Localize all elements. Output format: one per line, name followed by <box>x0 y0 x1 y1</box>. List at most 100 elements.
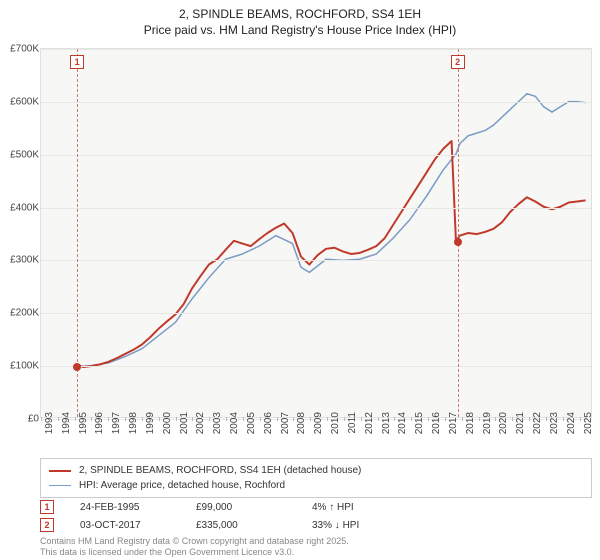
x-tick <box>75 417 76 421</box>
x-axis-label: 2010 <box>330 412 341 434</box>
x-tick <box>159 417 160 421</box>
x-tick <box>394 417 395 421</box>
x-axis-label: 2007 <box>280 412 291 434</box>
x-axis-label: 2015 <box>414 412 425 434</box>
x-axis-label: 2023 <box>549 412 560 434</box>
x-tick <box>243 417 244 421</box>
x-tick <box>260 417 261 421</box>
x-axis-label: 2006 <box>263 412 274 434</box>
y-axis-label: £100K <box>1 361 39 372</box>
annotation-delta: 33% ↓ HPI <box>312 520 402 531</box>
legend-item: HPI: Average price, detached house, Roch… <box>49 478 583 493</box>
x-tick <box>462 417 463 421</box>
x-axis-label: 2025 <box>583 412 594 434</box>
annotation-price: £335,000 <box>196 520 286 531</box>
x-tick <box>580 417 581 421</box>
x-tick <box>479 417 480 421</box>
marker-dashline <box>458 49 459 417</box>
x-tick <box>192 417 193 421</box>
x-tick <box>495 417 496 421</box>
annotation-row: 2 03-OCT-2017 £335,000 33% ↓ HPI <box>40 516 592 534</box>
annotation-delta: 4% ↑ HPI <box>312 502 402 513</box>
chart-lines-svg <box>41 49 591 417</box>
annotation-row: 1 24-FEB-1995 £99,000 4% ↑ HPI <box>40 498 592 516</box>
x-axis-label: 2001 <box>179 412 190 434</box>
footer-attribution: Contains HM Land Registry data © Crown c… <box>40 536 349 558</box>
x-tick <box>108 417 109 421</box>
y-axis-label: £0 <box>1 414 39 425</box>
annotation-marker-icon: 2 <box>40 518 54 532</box>
x-tick <box>529 417 530 421</box>
x-tick <box>91 417 92 421</box>
annotation-price: £99,000 <box>196 502 286 513</box>
gridline <box>41 313 591 314</box>
x-tick <box>277 417 278 421</box>
x-tick <box>209 417 210 421</box>
y-axis-label: £600K <box>1 96 39 107</box>
x-axis-label: 2011 <box>347 412 358 434</box>
x-axis-label: 2018 <box>465 412 476 434</box>
x-tick <box>445 417 446 421</box>
x-axis-label: 2012 <box>364 412 375 434</box>
x-axis-label: 2022 <box>532 412 543 434</box>
x-axis-label: 2008 <box>296 412 307 434</box>
x-axis-label: 2019 <box>482 412 493 434</box>
y-axis-label: £300K <box>1 255 39 266</box>
x-tick <box>58 417 59 421</box>
x-axis-label: 2000 <box>162 412 173 434</box>
legend: 2, SPINDLE BEAMS, ROCHFORD, SS4 1EH (det… <box>40 458 592 498</box>
x-tick <box>361 417 362 421</box>
x-tick <box>176 417 177 421</box>
x-axis-label: 2014 <box>397 412 408 434</box>
x-axis-label: 2021 <box>515 412 526 434</box>
marker-box-icon: 1 <box>70 55 84 69</box>
x-tick <box>546 417 547 421</box>
title-line1: 2, SPINDLE BEAMS, ROCHFORD, SS4 1EH <box>0 6 600 22</box>
x-tick <box>512 417 513 421</box>
gridline <box>41 208 591 209</box>
series-line-hpi <box>77 94 585 367</box>
x-tick <box>378 417 379 421</box>
x-axis-label: 2024 <box>566 412 577 434</box>
footer-line1: Contains HM Land Registry data © Crown c… <box>40 536 349 547</box>
x-axis-label: 1996 <box>94 412 105 434</box>
y-axis-label: £200K <box>1 308 39 319</box>
gridline <box>41 155 591 156</box>
x-axis-label: 2013 <box>381 412 392 434</box>
x-axis-label: 2002 <box>195 412 206 434</box>
legend-label: HPI: Average price, detached house, Roch… <box>79 480 285 491</box>
x-tick <box>563 417 564 421</box>
x-tick <box>310 417 311 421</box>
series-line-price_paid <box>77 141 585 367</box>
x-axis-label: 2016 <box>431 412 442 434</box>
x-axis-label: 2005 <box>246 412 257 434</box>
annotation-date: 24-FEB-1995 <box>80 502 170 513</box>
legend-swatch <box>49 485 71 487</box>
marker-box-icon: 2 <box>451 55 465 69</box>
x-axis-label: 1999 <box>145 412 156 434</box>
x-axis-label: 1995 <box>78 412 89 434</box>
chart-container: 2, SPINDLE BEAMS, ROCHFORD, SS4 1EH Pric… <box>0 0 600 560</box>
x-tick <box>293 417 294 421</box>
annotations-table: 1 24-FEB-1995 £99,000 4% ↑ HPI 2 03-OCT-… <box>40 498 592 534</box>
title-line2: Price paid vs. HM Land Registry's House … <box>0 22 600 38</box>
x-axis-label: 1998 <box>128 412 139 434</box>
chart-plot-area: £0£100K£200K£300K£400K£500K£600K£700K199… <box>40 48 592 418</box>
x-tick <box>125 417 126 421</box>
legend-item: 2, SPINDLE BEAMS, ROCHFORD, SS4 1EH (det… <box>49 463 583 478</box>
x-axis-label: 2020 <box>498 412 509 434</box>
x-tick <box>327 417 328 421</box>
x-axis-label: 1994 <box>61 412 72 434</box>
y-axis-label: £500K <box>1 149 39 160</box>
x-axis-label: 2003 <box>212 412 223 434</box>
y-axis-label: £700K <box>1 44 39 55</box>
y-axis-label: £400K <box>1 202 39 213</box>
chart-title: 2, SPINDLE BEAMS, ROCHFORD, SS4 1EH Pric… <box>0 0 600 38</box>
x-axis-label: 1993 <box>44 412 55 434</box>
gridline <box>41 366 591 367</box>
legend-label: 2, SPINDLE BEAMS, ROCHFORD, SS4 1EH (det… <box>79 465 361 476</box>
footer-line2: This data is licensed under the Open Gov… <box>40 547 349 558</box>
x-tick <box>344 417 345 421</box>
x-tick <box>411 417 412 421</box>
x-axis-label: 1997 <box>111 412 122 434</box>
